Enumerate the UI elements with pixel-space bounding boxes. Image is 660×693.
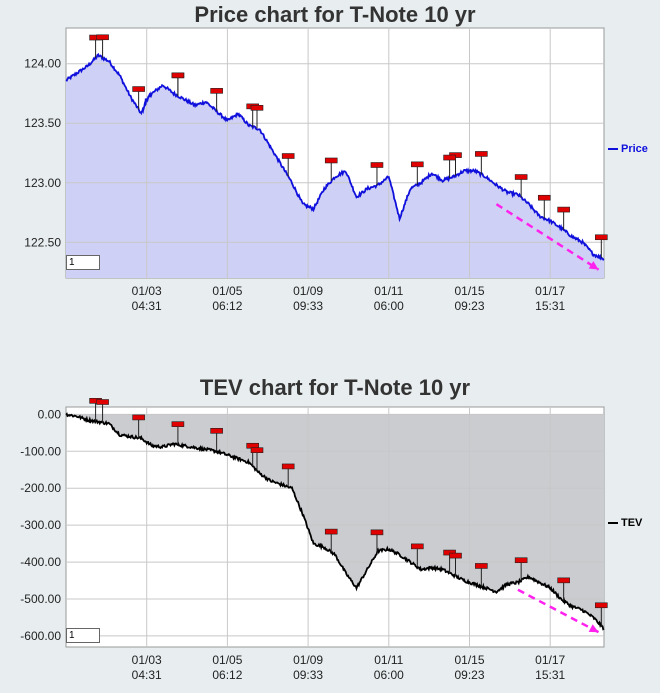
tev-trend-arrow-line [517,588,600,634]
price-chart-panel: Price chart for T-Note 10 yr 01/03 04:31 0… [0,0,660,340]
tev-x-tick-date: 01/09 [293,653,323,667]
tev-y-tick-label: -400.00 [20,555,61,569]
tev-marker-flag [281,463,295,470]
tev-y-tick-label: -600.00 [20,629,61,643]
tev-trend-arrow-head [588,624,599,633]
price-x-tick-date: 01/11 [374,284,403,298]
price-marker-flag [250,104,264,111]
price-trend-arrow-head [588,261,599,270]
price-marker-flag [595,234,608,241]
price-x-tick-date: 01/03 [132,284,162,298]
tev-chart-title: TEV chart for T-Note 10 yr [199,375,471,400]
price-chart-input[interactable]: 1 [66,255,100,270]
tev-marker-flag [132,414,145,421]
tev-marker-flag [324,528,338,535]
price-legend-swatch [608,148,618,150]
tev-marker-flag [514,557,528,564]
price-x-tick-time: 09:23 [454,299,484,313]
tev-legend-label: TEV [621,517,643,529]
tev-marker-flag [96,399,109,405]
tev-legend-swatch [608,522,618,524]
tev-y-tick-label: -100.00 [20,444,61,458]
tev-marker-flag [250,447,264,453]
tev-marker-flag [210,428,223,434]
tev-chart-input[interactable]: 1 [66,628,100,643]
price-marker-flag [132,86,145,92]
tev-marker-flag [411,543,424,550]
tev-x-tick-time: 06:12 [212,668,242,682]
tev-marker-flag [370,529,384,536]
price-y-tick-label: 122.50 [24,235,61,249]
tev-legend: TEV [608,517,642,529]
tev-x-tick-time: 09:33 [293,668,323,682]
price-marker-flag [475,151,488,157]
tev-marker-flag [557,577,570,584]
price-marker-flag [210,88,223,94]
tev-x-tick-time: 04:31 [132,668,162,682]
price-marker-flag [557,206,570,213]
tev-x-tick-date: 01/17 [535,653,565,667]
tev-x-tick-date: 01/11 [374,653,403,667]
price-marker-flag [411,161,424,168]
price-marker-flag [537,194,551,201]
price-x-tick-date: 01/09 [293,284,323,298]
tev-marker-flag [449,552,462,559]
tev-x-tick-date: 01/03 [132,653,162,667]
price-chart-title: Price chart for T-Note 10 yr [194,2,476,27]
tev-marker-flag [475,563,488,569]
tev-x-tick-date: 01/15 [454,653,484,667]
price-x-tick-time: 06:12 [212,299,242,313]
tev-marker-flag [595,602,608,609]
price-x-tick-time: 04:31 [132,299,162,313]
price-x-tick-date: 01/05 [212,284,242,298]
price-trend-arrow-line [495,203,600,271]
tev-x-tick-date: 01/05 [212,653,242,667]
tev-y-tick-label: 0.00 [38,407,62,421]
tev-chart-panel: TEV chart for T-Note 10 yr 01/03 04:31 01/… [0,370,660,693]
price-marker-flag [443,154,456,161]
price-legend: Price [608,143,648,155]
tev-y-tick-label: -500.00 [20,592,61,606]
price-x-tick-time: 06:00 [374,299,404,313]
price-series-line [65,52,605,261]
price-y-tick-label: 124.00 [24,57,61,71]
price-x-tick-time: 15:31 [535,299,565,313]
price-x-tick-date: 01/17 [535,284,565,298]
price-marker-flag [324,157,338,164]
tev-x-tick-time: 09:23 [454,668,484,682]
price-marker-flag [514,174,528,180]
price-x-tick-time: 09:33 [293,299,323,313]
tev-x-tick-time: 15:31 [535,668,565,682]
price-x-tick-date: 01/15 [454,284,484,298]
price-y-tick-label: 123.00 [24,176,61,190]
tev-x-tick-time: 06:00 [374,668,404,682]
tev-y-tick-label: -300.00 [20,518,61,532]
price-marker-flag [171,72,185,79]
price-legend-label: Price [621,143,648,155]
price-marker-flag [281,153,295,159]
tev-y-tick-label: -200.00 [20,481,61,495]
price-marker-flag [96,34,109,41]
price-marker-flag [370,162,384,168]
tev-series-line [65,412,605,631]
price-y-tick-label: 123.50 [24,116,61,130]
tev-marker-flag [171,421,185,427]
